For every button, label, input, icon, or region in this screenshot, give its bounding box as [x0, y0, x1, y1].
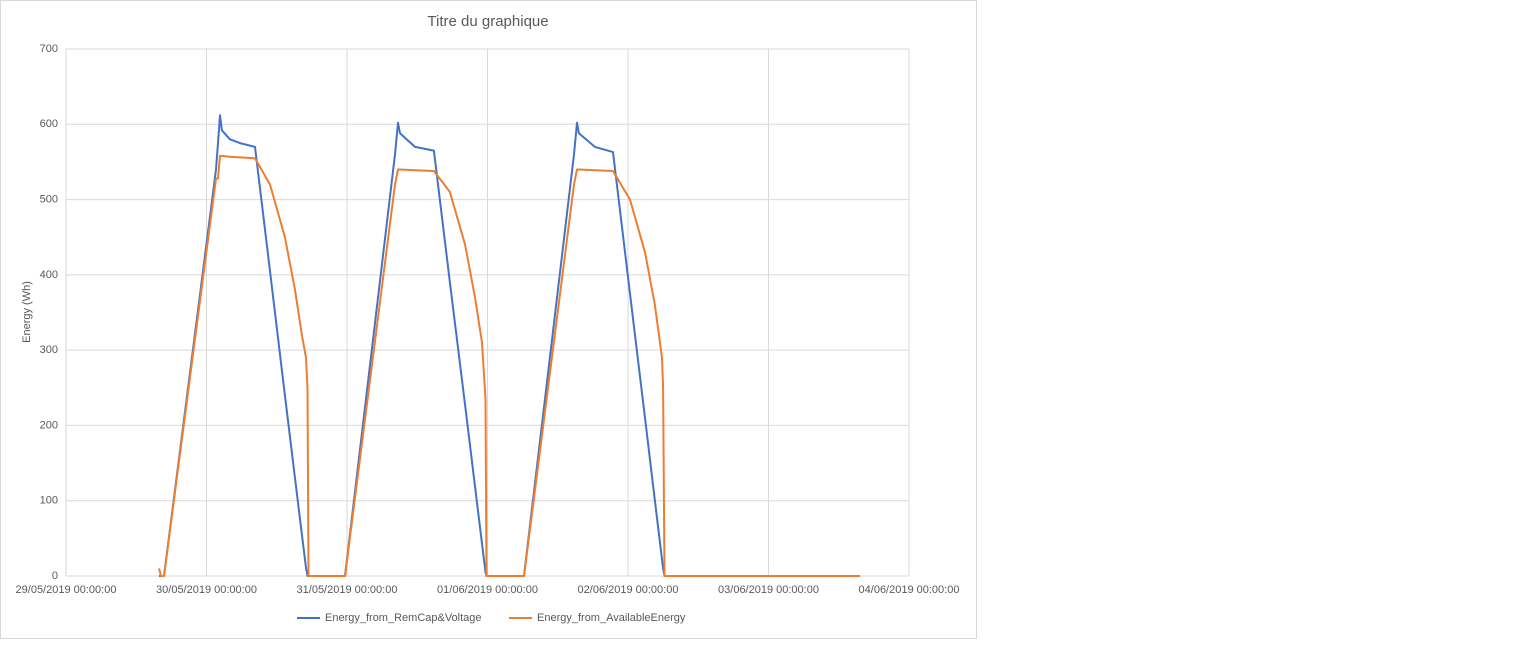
y-tick-label: 100: [40, 495, 58, 507]
x-tick-label: 30/05/2019 00:00:00: [156, 584, 257, 596]
chart-title: Titre du graphique: [427, 13, 548, 30]
x-tick-label: 02/06/2019 00:00:00: [578, 584, 679, 596]
y-tick-label: 600: [40, 118, 58, 130]
legend-label: Energy_from_RemCap&Voltage: [325, 612, 482, 624]
y-tick-label: 500: [40, 193, 58, 205]
chart-frame: [0, 0, 977, 639]
x-tick-label: 03/06/2019 00:00:00: [718, 584, 819, 596]
y-tick-label: 300: [40, 344, 58, 356]
y-axis-label: Energy (Wh): [21, 281, 33, 343]
y-tick-label: 400: [40, 269, 58, 281]
x-tick-label: 04/06/2019 00:00:00: [859, 584, 960, 596]
y-tick-label: 700: [40, 43, 58, 55]
line-series: [158, 154, 860, 577]
y-tick-label: 200: [40, 419, 58, 431]
x-tick-label: 01/06/2019 00:00:00: [437, 584, 538, 596]
x-tick-label: 31/05/2019 00:00:00: [297, 584, 398, 596]
y-tick-label: 0: [52, 570, 58, 582]
legend-label: Energy_from_AvailableEnergy: [537, 612, 686, 624]
x-tick-label: 29/05/2019 00:00:00: [16, 584, 117, 596]
